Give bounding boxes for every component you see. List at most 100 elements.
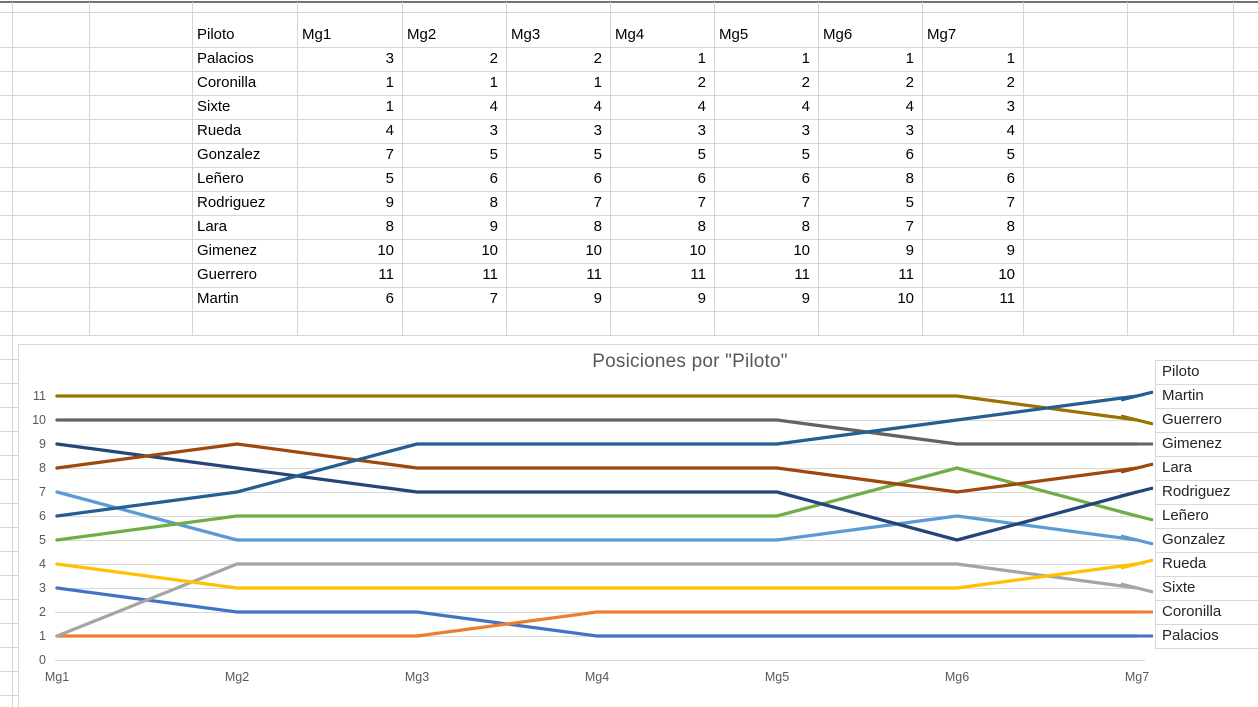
cell-Coronilla-Mg3[interactable]: 1	[593, 74, 602, 92]
series-line-Rodriguez[interactable]	[55, 442, 1139, 542]
cell-Gimenez-Mg3[interactable]: 10	[585, 242, 602, 260]
cell-Guerrero-Mg7[interactable]: 10	[998, 266, 1015, 284]
cell-Gimenez-Mg1[interactable]: 10	[377, 242, 394, 260]
cell-piloto-Rodriguez[interactable]: Rodriguez	[197, 194, 266, 212]
cell-Rueda-Mg4[interactable]: 3	[697, 122, 706, 140]
cell-piloto-Sixte[interactable]: Sixte	[197, 98, 231, 116]
cell-Guerrero-Mg4[interactable]: 11	[690, 266, 706, 284]
series-line-Martin[interactable]	[55, 394, 1139, 518]
cell-Leñero-Mg2[interactable]: 6	[489, 170, 498, 188]
cell-Gonzalez-Mg4[interactable]: 5	[697, 146, 706, 164]
cell-Palacios-Mg3[interactable]: 2	[593, 50, 602, 68]
legend-title[interactable]: Piloto	[1162, 363, 1200, 380]
cell-Leñero-Mg3[interactable]: 6	[593, 170, 602, 188]
legend-item-Rodriguez[interactable]: Rodriguez	[1162, 483, 1231, 500]
cell-piloto-Coronilla[interactable]: Coronilla	[197, 74, 257, 92]
cell-Rueda-Mg7[interactable]: 4	[1006, 122, 1015, 140]
cell-Lara-Mg5[interactable]: 8	[801, 218, 810, 236]
cell-piloto-Martin[interactable]: Martin	[197, 290, 239, 308]
cell-Rueda-Mg3[interactable]: 3	[593, 122, 602, 140]
cell-Leñero-Mg4[interactable]: 6	[697, 170, 706, 188]
cell-Rodriguez-Mg1[interactable]: 9	[385, 194, 394, 212]
cell-Coronilla-Mg5[interactable]: 2	[801, 74, 810, 92]
col-header-Mg3[interactable]: Mg3	[511, 26, 541, 44]
cell-Coronilla-Mg7[interactable]: 2	[1006, 74, 1015, 92]
cell-Rodriguez-Mg4[interactable]: 7	[697, 194, 706, 212]
cell-Coronilla-Mg1[interactable]: 1	[385, 74, 394, 92]
series-line-Gonzalez[interactable]	[55, 490, 1139, 542]
col-header-Mg1[interactable]: Mg1	[302, 26, 332, 44]
cell-Sixte-Mg4[interactable]: 4	[697, 98, 706, 116]
cell-Rodriguez-Mg2[interactable]: 8	[489, 194, 498, 212]
cell-Rueda-Mg5[interactable]: 3	[801, 122, 810, 140]
col-header-Mg5[interactable]: Mg5	[719, 26, 749, 44]
cell-Sixte-Mg6[interactable]: 4	[905, 98, 914, 116]
cell-Sixte-Mg7[interactable]: 3	[1006, 98, 1015, 116]
cell-Gonzalez-Mg2[interactable]: 5	[489, 146, 498, 164]
series-line-Sixte[interactable]	[55, 562, 1139, 638]
cell-piloto-Lara[interactable]: Lara	[197, 218, 228, 236]
legend-item-Martin[interactable]: Martin	[1162, 387, 1204, 404]
series-line-Rueda[interactable]	[55, 562, 1139, 590]
cell-Palacios-Mg2[interactable]: 2	[489, 50, 498, 68]
cell-Guerrero-Mg2[interactable]: 11	[482, 266, 498, 284]
cell-Palacios-Mg1[interactable]: 3	[385, 50, 394, 68]
series-line-Lara[interactable]	[55, 442, 1139, 494]
cell-Palacios-Mg4[interactable]: 1	[697, 50, 706, 68]
col-header-Mg6[interactable]: Mg6	[823, 26, 853, 44]
cell-Martin-Mg7[interactable]: 11	[999, 290, 1015, 308]
cell-Leñero-Mg7[interactable]: 6	[1006, 170, 1015, 188]
cell-Martin-Mg1[interactable]: 6	[385, 290, 394, 308]
col-header-Mg2[interactable]: Mg2	[407, 26, 437, 44]
col-header-Piloto[interactable]: Piloto	[197, 26, 235, 44]
cell-Rueda-Mg2[interactable]: 3	[489, 122, 498, 140]
cell-Leñero-Mg1[interactable]: 5	[385, 170, 394, 188]
cell-Martin-Mg6[interactable]: 10	[897, 290, 914, 308]
series-line-Guerrero[interactable]	[55, 394, 1139, 422]
cell-Lara-Mg6[interactable]: 7	[905, 218, 914, 236]
cell-Sixte-Mg3[interactable]: 4	[593, 98, 602, 116]
cell-Guerrero-Mg5[interactable]: 11	[794, 266, 810, 284]
cell-Lara-Mg1[interactable]: 8	[385, 218, 394, 236]
cell-Rodriguez-Mg3[interactable]: 7	[593, 194, 602, 212]
cell-piloto-Guerrero[interactable]: Guerrero	[197, 266, 258, 284]
cell-Leñero-Mg6[interactable]: 8	[905, 170, 914, 188]
cell-Martin-Mg3[interactable]: 9	[593, 290, 602, 308]
series-line-Gimenez[interactable]	[55, 418, 1139, 446]
cell-Leñero-Mg5[interactable]: 6	[801, 170, 810, 188]
legend-item-Coronilla[interactable]: Coronilla	[1162, 603, 1222, 620]
cell-Gimenez-Mg5[interactable]: 10	[793, 242, 810, 260]
cell-Rodriguez-Mg7[interactable]: 7	[1006, 194, 1015, 212]
legend-item-Guerrero[interactable]: Guerrero	[1162, 411, 1223, 428]
series-line-Coronilla[interactable]	[55, 610, 1139, 638]
cell-Rodriguez-Mg6[interactable]: 5	[905, 194, 914, 212]
cell-Rueda-Mg1[interactable]: 4	[385, 122, 394, 140]
cell-Coronilla-Mg6[interactable]: 2	[905, 74, 914, 92]
cell-piloto-Leñero[interactable]: Leñero	[197, 170, 244, 188]
cell-Coronilla-Mg2[interactable]: 1	[489, 74, 498, 92]
legend-item-Gimenez[interactable]: Gimenez	[1162, 435, 1223, 452]
cell-Rueda-Mg6[interactable]: 3	[905, 122, 914, 140]
series-line-Leñero[interactable]	[55, 466, 1139, 542]
cell-Gonzalez-Mg7[interactable]: 5	[1006, 146, 1015, 164]
chart-title[interactable]: Posiciones por "Piloto"	[592, 351, 788, 372]
legend-item-Sixte[interactable]: Sixte	[1162, 579, 1196, 596]
cell-Gimenez-Mg6[interactable]: 9	[905, 242, 914, 260]
legend-item-Lara[interactable]: Lara	[1162, 459, 1193, 476]
cell-Sixte-Mg5[interactable]: 4	[801, 98, 810, 116]
cell-piloto-Palacios[interactable]: Palacios	[197, 50, 254, 68]
cell-Gonzalez-Mg6[interactable]: 6	[905, 146, 914, 164]
legend-item-Palacios[interactable]: Palacios	[1162, 627, 1219, 644]
cell-Coronilla-Mg4[interactable]: 2	[697, 74, 706, 92]
cell-Gimenez-Mg2[interactable]: 10	[481, 242, 498, 260]
cell-Palacios-Mg5[interactable]: 1	[801, 50, 810, 68]
cell-Guerrero-Mg3[interactable]: 11	[586, 266, 602, 284]
cell-Guerrero-Mg1[interactable]: 11	[378, 266, 394, 284]
cell-piloto-Gimenez[interactable]: Gimenez	[197, 242, 258, 260]
cell-piloto-Rueda[interactable]: Rueda	[197, 122, 242, 140]
cell-Gonzalez-Mg3[interactable]: 5	[593, 146, 602, 164]
cell-Gonzalez-Mg5[interactable]: 5	[801, 146, 810, 164]
cell-Gimenez-Mg4[interactable]: 10	[689, 242, 706, 260]
cell-Martin-Mg5[interactable]: 9	[801, 290, 810, 308]
cell-Guerrero-Mg6[interactable]: 11	[898, 266, 914, 284]
